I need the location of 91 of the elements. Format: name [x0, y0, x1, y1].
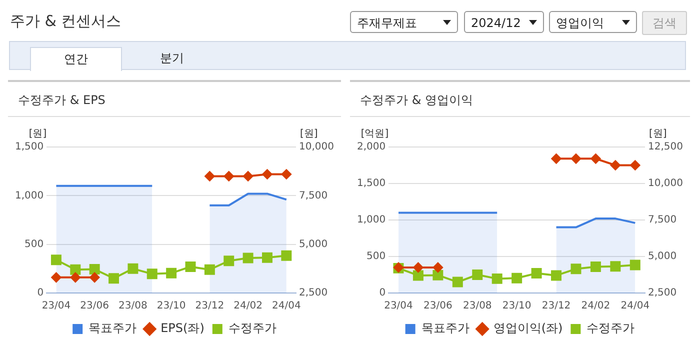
y2-tick-label: 2,500 [648, 288, 677, 299]
text: 연간 [30, 47, 122, 71]
y2-axis-title: [원] [300, 128, 318, 140]
y-tick-label: 1,000 [356, 214, 386, 226]
point [224, 256, 234, 266]
legend-label: 수정주가 [586, 321, 635, 336]
x-tick-label: 23/12 [542, 300, 571, 312]
text: 분기 [159, 50, 185, 67]
point [610, 160, 620, 170]
point [70, 264, 81, 275]
point [512, 272, 522, 284]
y2-tick-label: 10,000 [648, 178, 684, 190]
y2-tick-label: 5,000 [299, 238, 328, 250]
point [90, 272, 100, 282]
point [108, 273, 120, 284]
x-tick-label: 24/04 [620, 300, 650, 312]
legend-label: EPS(좌) [160, 321, 204, 336]
point [590, 261, 601, 272]
point [166, 268, 177, 278]
point [610, 261, 621, 272]
point [204, 264, 215, 275]
search-button: 검색 [642, 11, 687, 35]
point [281, 250, 292, 261]
point [570, 154, 581, 164]
x-tick-label: 24/02 [234, 300, 262, 312]
y2-tick-label: 7,500 [299, 190, 328, 202]
x-tick-label: 23/08 [118, 300, 148, 312]
point [432, 262, 443, 272]
point [262, 252, 272, 263]
legend-label: 수정주가 [228, 321, 276, 336]
legend-label: 목표주가 [88, 321, 137, 336]
point [551, 270, 562, 281]
x-tick-label: 23/10 [156, 300, 186, 312]
y-tick-label: 1,500 [14, 142, 44, 153]
point [551, 154, 562, 164]
y2-tick-label: 12,500 [648, 142, 684, 153]
y2-tick-label: 5,000 [648, 251, 677, 262]
dropdown: 영업이익 [549, 11, 637, 33]
point [70, 272, 80, 282]
point [146, 268, 158, 280]
point [224, 171, 234, 182]
point [185, 261, 196, 272]
y2-tick-label: 10,000 [299, 142, 334, 153]
point [204, 171, 215, 182]
point [243, 171, 254, 182]
x-tick-label: 23/06 [424, 300, 452, 312]
point [128, 263, 138, 274]
point [262, 169, 272, 180]
point [590, 154, 601, 164]
x-tick-label: 23/04 [42, 300, 71, 312]
point [472, 270, 483, 280]
x-tick-label: 24/04 [272, 300, 301, 312]
point [531, 268, 542, 279]
y-axis-title: [억원] [360, 128, 389, 140]
x-tick-label: 24/02 [581, 300, 610, 312]
y2-tick-label: 2,500 [299, 288, 328, 299]
y2-axis-title: [원] [649, 128, 667, 140]
point [432, 270, 444, 280]
point [51, 272, 62, 282]
chart-title: 수정주가 & EPS [8, 82, 341, 117]
x-tick-label: 23/12 [195, 300, 224, 312]
y-tick-label: 500 [24, 238, 44, 250]
y-tick-label: 1,500 [356, 178, 386, 190]
dropdown: 주재무제표 [350, 11, 458, 33]
point [630, 260, 640, 270]
point [570, 264, 582, 274]
y-tick-label: 0 [37, 288, 44, 299]
x-tick-label: 23/04 [384, 300, 413, 312]
y-tick-label: 500 [366, 251, 386, 262]
point [630, 160, 640, 170]
point [281, 169, 292, 180]
y-tick-label: 2,000 [356, 142, 386, 153]
legend-label: 목표주가 [421, 321, 470, 336]
point [413, 262, 424, 272]
legend-label: 영업이익(좌) [493, 321, 563, 336]
point [89, 264, 100, 274]
point [242, 252, 254, 264]
x-tick-label: 23/08 [462, 300, 492, 312]
y-tick-label: 0 [379, 288, 386, 299]
y2-tick-label: 7,500 [648, 214, 677, 226]
x-tick-label: 23/06 [80, 300, 109, 312]
point [412, 270, 424, 281]
point [492, 273, 502, 284]
dropdown: 2024/12 [464, 11, 544, 33]
y-tick-label: 1,000 [14, 190, 44, 202]
text: 주가 & 컨센서스 [10, 12, 122, 31]
x-tick-label: 23/10 [502, 300, 532, 312]
point [50, 254, 62, 266]
point [452, 276, 463, 288]
chart-title: 수정주가 & 영업이익 [350, 82, 690, 117]
y-axis-title: [원] [28, 128, 47, 140]
